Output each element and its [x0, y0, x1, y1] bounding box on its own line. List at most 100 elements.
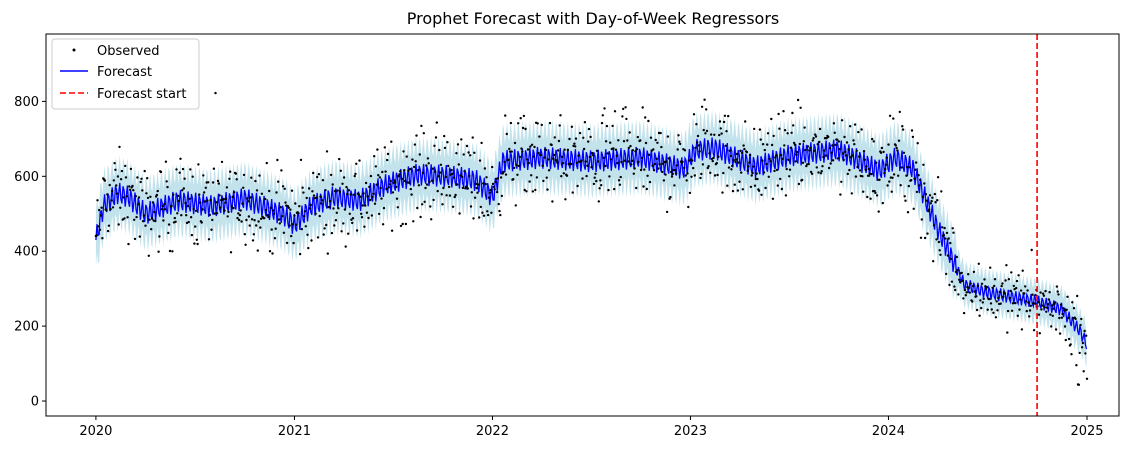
observed-point: [112, 179, 116, 182]
observed-point: [918, 184, 921, 187]
observed-point: [655, 157, 658, 160]
observed-point: [260, 192, 264, 195]
observed-point: [145, 192, 148, 195]
observed-point: [693, 174, 696, 177]
observed-point: [855, 149, 858, 152]
observed-point: [330, 231, 334, 235]
observed-point: [588, 155, 591, 159]
observed-point: [253, 219, 256, 222]
observed-point: [903, 195, 906, 198]
observed-point: [945, 231, 949, 235]
observed-point: [811, 139, 814, 142]
observed-point: [647, 119, 650, 123]
observed-point: [831, 159, 835, 162]
observed-point: [888, 114, 892, 118]
observed-point: [1009, 289, 1012, 293]
observed-point: [214, 91, 217, 95]
observed-point: [390, 229, 394, 232]
observed-point: [844, 150, 847, 154]
observed-point: [287, 206, 290, 209]
observed-point: [467, 151, 470, 154]
observed-point: [851, 154, 854, 157]
observed-point: [965, 291, 968, 294]
observed-point: [402, 150, 405, 153]
observed-point: [727, 114, 730, 118]
observed-point: [499, 176, 503, 179]
observed-point: [782, 110, 785, 113]
observed-point: [1050, 325, 1053, 328]
observed-point: [345, 185, 348, 189]
observed-point: [335, 211, 338, 214]
observed-point: [276, 158, 279, 162]
observed-point: [194, 209, 198, 212]
observed-point: [715, 161, 718, 165]
observed-point: [398, 173, 401, 176]
observed-point: [236, 216, 239, 220]
observed-point: [189, 216, 193, 219]
observed-point: [798, 142, 801, 146]
observed-point: [188, 197, 191, 200]
observed-point: [1004, 279, 1007, 282]
observed-point: [779, 153, 783, 157]
observed-point: [971, 284, 975, 288]
observed-point: [843, 135, 846, 139]
observed-point: [905, 174, 908, 177]
observed-point: [830, 151, 833, 154]
observed-point: [882, 150, 885, 154]
observed-point: [1078, 351, 1081, 355]
observed-point: [354, 172, 357, 176]
observed-point: [829, 162, 832, 165]
observed-point: [913, 177, 916, 180]
observed-point: [136, 176, 139, 179]
observed-point: [206, 199, 209, 202]
observed-point: [822, 155, 825, 159]
observed-point: [142, 214, 146, 217]
observed-point: [1024, 300, 1028, 303]
observed-point: [558, 124, 561, 127]
observed-point: [821, 165, 824, 168]
observed-point: [250, 218, 254, 221]
observed-point: [844, 154, 848, 157]
observed-point: [137, 203, 140, 206]
observed-point: [546, 188, 549, 191]
observed-point: [461, 186, 465, 190]
observed-point: [778, 127, 781, 130]
observed-point: [1045, 306, 1049, 309]
observed-point: [750, 174, 753, 177]
observed-point: [473, 151, 476, 154]
observed-point: [687, 205, 690, 209]
observed-point: [524, 127, 527, 131]
observed-point: [181, 189, 184, 192]
observed-point: [364, 204, 367, 207]
observed-point: [422, 132, 425, 135]
observed-point: [209, 198, 212, 202]
observed-point: [137, 196, 141, 199]
observed-point: [201, 208, 204, 211]
observed-point: [984, 287, 988, 291]
observed-point: [995, 300, 998, 303]
observed-point: [386, 152, 390, 156]
observed-point: [120, 169, 124, 173]
observed-point: [728, 149, 731, 152]
observed-point: [604, 164, 607, 168]
observed-point: [664, 173, 667, 176]
observed-point: [569, 162, 573, 166]
observed-point: [1060, 316, 1064, 319]
observed-point: [949, 257, 953, 261]
observed-point: [820, 170, 823, 173]
observed-point: [695, 123, 698, 126]
observed-point: [138, 235, 141, 238]
observed-point: [630, 163, 633, 166]
observed-point: [320, 202, 323, 205]
observed-point: [797, 182, 801, 186]
observed-point: [470, 191, 473, 194]
observed-point: [931, 196, 934, 199]
observed-point: [303, 215, 306, 218]
y-tick-label: 400: [14, 245, 39, 260]
observed-point: [550, 143, 553, 147]
observed-point: [472, 217, 475, 220]
observed-point: [106, 193, 109, 196]
observed-point: [808, 149, 811, 152]
observed-point: [840, 180, 843, 183]
observed-point: [197, 163, 200, 166]
